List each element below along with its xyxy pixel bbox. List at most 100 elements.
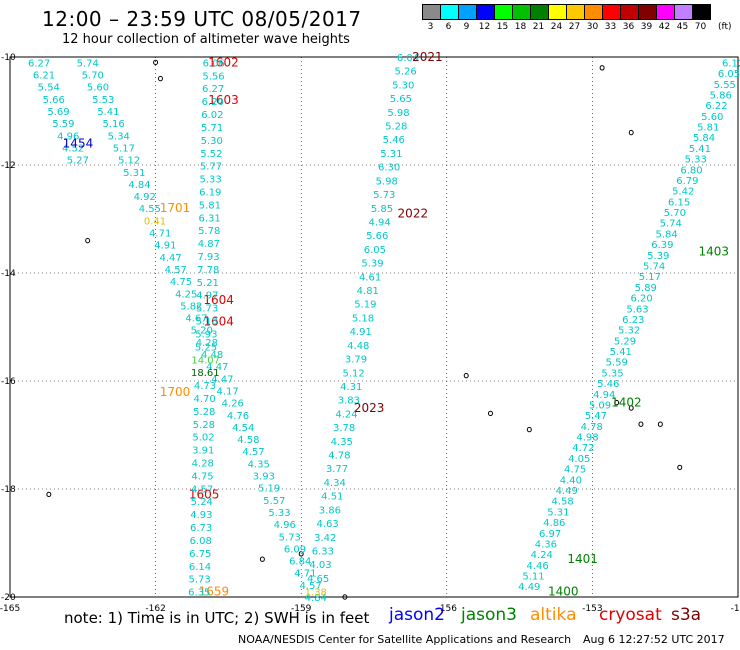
legend-label-33: 33 bbox=[604, 22, 617, 32]
wave-height-value: 5.39 bbox=[361, 259, 383, 270]
wave-height-value: 5.18 bbox=[196, 317, 218, 328]
wave-height-value: 5.41 bbox=[689, 144, 711, 155]
wave-height-value: 5.47 bbox=[585, 411, 607, 422]
legend-label-6: 6 bbox=[445, 22, 452, 32]
wave-height-value: 5.70 bbox=[664, 208, 686, 219]
wave-height-value: 5.19 bbox=[258, 484, 280, 495]
lon-tick-label: -153 bbox=[582, 604, 602, 614]
wave-height-value: 5.41 bbox=[610, 347, 632, 358]
wave-height-value: 5.69 bbox=[47, 107, 69, 118]
wave-height-value: 6.22 bbox=[705, 101, 727, 112]
track-time-label: 1402 bbox=[611, 396, 642, 410]
wave-height-value: 5.53 bbox=[92, 95, 114, 106]
legend-label-18: 18 bbox=[514, 22, 527, 32]
wave-height-value: 3.42 bbox=[314, 533, 336, 544]
wave-height-value: 6.27 bbox=[202, 84, 224, 95]
wave-height-value: 6.27 bbox=[28, 58, 50, 69]
wave-height-value: 5.60 bbox=[87, 83, 109, 94]
wave-height-value: 6.73 bbox=[190, 523, 212, 534]
track-time-label: 1454 bbox=[63, 136, 94, 150]
track-time-label: 1400 bbox=[548, 585, 579, 599]
wave-height-value: 4.57 bbox=[299, 581, 321, 592]
wave-height-value: 4.31 bbox=[340, 382, 362, 393]
wave-height-value: 4.93 bbox=[190, 510, 212, 521]
wave-height-value: 5.31 bbox=[380, 149, 402, 160]
page-title: 12:00 – 23:59 UTC 08/05/2017 bbox=[42, 7, 362, 31]
wave-height-value: 3.93 bbox=[253, 472, 275, 483]
wave-height-value: 6.84 bbox=[289, 557, 311, 568]
wave-height-value: 5.70 bbox=[82, 71, 104, 82]
wave-height-value: 4.28 bbox=[192, 459, 214, 470]
lon-tick-label: -15 bbox=[731, 604, 740, 614]
wave-height-value: 3.91 bbox=[192, 446, 214, 457]
wave-height-value: 5.34 bbox=[108, 131, 130, 142]
wave-height-value: 5.42 bbox=[672, 187, 694, 198]
wave-height-value: 6.31 bbox=[198, 213, 220, 224]
lon-tick-label: -165 bbox=[0, 604, 20, 614]
wave-height-value: 3.79 bbox=[345, 355, 367, 366]
wave-height-value: 5.35 bbox=[601, 368, 623, 379]
wave-height-value: 6.23 bbox=[622, 315, 644, 326]
wave-height-value: 5.29 bbox=[614, 336, 636, 347]
wave-height-value: 5.02 bbox=[192, 433, 214, 444]
wave-height-value: 4.78 bbox=[328, 451, 350, 462]
wave-height-value: 6.08 bbox=[190, 536, 212, 547]
wave-height-value: 4.73 bbox=[194, 381, 216, 392]
wave-height-value: 5.57 bbox=[263, 496, 285, 507]
wave-height-value: 4.57 bbox=[242, 447, 264, 458]
island-icon bbox=[487, 410, 493, 417]
legend-label-70: 70 bbox=[694, 22, 707, 32]
legend-swatch-70 bbox=[692, 4, 711, 20]
wave-height-value: 6.39 bbox=[651, 240, 673, 251]
wave-height-value: 5.77 bbox=[200, 162, 222, 173]
island-icon bbox=[526, 426, 532, 433]
wave-height-value: 6.12 bbox=[722, 58, 740, 69]
wave-height-value: 4.36 bbox=[535, 539, 557, 550]
wave-height-value: 5.66 bbox=[366, 231, 388, 242]
wave-height-value: 5.93 bbox=[195, 330, 217, 341]
wave-height-value: 4.40 bbox=[560, 475, 582, 486]
wave-height-value: 5.59 bbox=[52, 119, 74, 130]
wave-height-value: 5.55 bbox=[714, 80, 736, 91]
legend-unit: (ft) bbox=[718, 22, 732, 32]
wave-height-value: 5.33 bbox=[685, 155, 707, 166]
legend-label-21: 21 bbox=[532, 22, 545, 32]
wave-height-value: 5.31 bbox=[547, 507, 569, 518]
wave-height-value: 5.31 bbox=[123, 168, 145, 179]
wave-height-value: 4.84 bbox=[128, 180, 150, 191]
lat-tick-label: -20 bbox=[1, 593, 16, 603]
satellite-jason3: jason3 bbox=[461, 605, 517, 625]
wave-height-value: 4.72 bbox=[572, 443, 594, 454]
wave-height-value: 4.17 bbox=[216, 386, 238, 397]
track-time-label: 1401 bbox=[567, 552, 598, 566]
wave-height-value: 18.61 bbox=[191, 368, 220, 379]
wave-height-value: 7.78 bbox=[197, 265, 219, 276]
lat-tick-label: -10 bbox=[1, 53, 16, 63]
legend-label-27: 27 bbox=[568, 22, 581, 32]
wave-height-value: 5.52 bbox=[200, 149, 222, 160]
wave-height-value: 5.12 bbox=[118, 156, 140, 167]
wave-height-value: 5.25 bbox=[195, 342, 217, 353]
island-icon bbox=[628, 129, 634, 136]
wave-height-value: 4.58 bbox=[551, 497, 573, 508]
lat-tick-label: -14 bbox=[1, 269, 16, 279]
wave-height-value: 5.20 bbox=[191, 326, 213, 337]
wave-height-value: 4.70 bbox=[193, 394, 215, 405]
island-icon bbox=[46, 491, 52, 498]
wave-height-value: 5.33 bbox=[199, 175, 221, 186]
wave-height-value: 4.24 bbox=[531, 550, 553, 561]
wave-height-value: 3.86 bbox=[319, 505, 341, 516]
wave-height-value: 4.81 bbox=[357, 286, 379, 297]
wave-height-value: 4.63 bbox=[316, 519, 338, 530]
wave-height-value: 6.80 bbox=[680, 165, 702, 176]
wave-height-value: 5.17 bbox=[113, 143, 135, 154]
wave-height-value: 4.05 bbox=[568, 454, 590, 465]
wave-height-value: 5.78 bbox=[198, 226, 220, 237]
island-icon bbox=[614, 399, 620, 406]
wave-height-value: 5.54 bbox=[38, 83, 60, 94]
wave-height-value: 6.15 bbox=[668, 197, 690, 208]
wave-height-value: 4.71 bbox=[294, 569, 316, 580]
wave-height-value: 4.87 bbox=[198, 239, 220, 250]
wave-height-value: 5.73 bbox=[196, 304, 218, 315]
